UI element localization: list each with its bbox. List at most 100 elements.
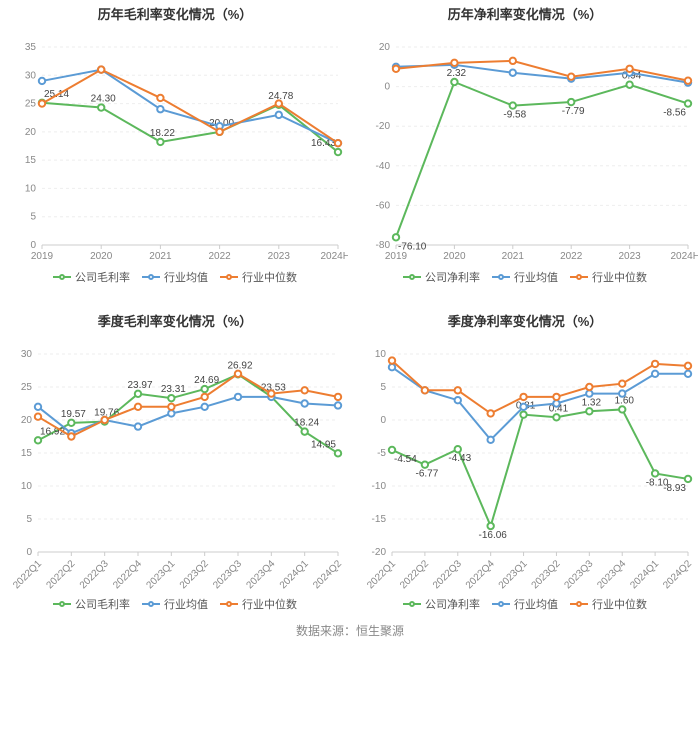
svg-text:5: 5 [380,382,386,393]
svg-text:2022Q4: 2022Q4 [111,558,144,591]
svg-text:2021: 2021 [502,251,525,262]
svg-text:2023Q1: 2023Q1 [145,558,178,591]
svg-text:-8.93: -8.93 [663,483,686,494]
svg-text:0: 0 [384,82,390,93]
svg-text:30: 30 [25,70,37,81]
svg-text:20: 20 [379,42,391,53]
chart-cell-tr: 历年净利率变化情况（%） -80-60-40-20020201920202021… [350,0,700,307]
svg-text:2022Q3: 2022Q3 [78,558,111,591]
svg-text:5: 5 [30,212,36,223]
svg-text:24.30: 24.30 [91,94,116,105]
svg-text:2024Q2: 2024Q2 [311,558,344,591]
svg-text:-9.58: -9.58 [503,110,526,121]
legend-item: 公司毛利率 [53,596,130,612]
svg-text:-7.79: -7.79 [562,106,585,117]
svg-text:-76.10: -76.10 [398,241,427,252]
legend-label: 行业中位数 [242,269,297,285]
svg-text:0: 0 [380,415,386,426]
svg-text:2024Q2: 2024Q2 [661,558,694,591]
chart-cell-br: 季度净利率变化情况（%） -20-15-10-505102022Q12022Q2… [350,307,700,614]
svg-text:2024H1: 2024H1 [320,251,348,262]
svg-text:-40: -40 [376,161,391,172]
svg-text:2019: 2019 [31,251,54,262]
svg-text:25: 25 [25,99,37,110]
svg-text:5: 5 [26,514,32,525]
legend-item: 行业中位数 [570,269,647,285]
svg-text:23.31: 23.31 [161,384,186,395]
svg-text:2022Q4: 2022Q4 [464,558,497,591]
svg-text:2019: 2019 [385,251,408,262]
legend-item: 行业中位数 [220,269,297,285]
svg-text:2022Q1: 2022Q1 [11,558,44,591]
legend-item: 行业均值 [492,596,558,612]
svg-text:2023Q4: 2023Q4 [595,558,628,591]
svg-text:-80: -80 [376,240,391,251]
svg-text:-5: -5 [377,448,386,459]
chart-cell-tl: 历年毛利率变化情况（%） 051015202530352019202020212… [0,0,350,307]
legend-item: 公司净利率 [403,269,480,285]
svg-text:-16.06: -16.06 [478,530,507,541]
legend-item: 行业中位数 [570,596,647,612]
svg-text:25: 25 [21,382,33,393]
svg-text:18.22: 18.22 [150,128,175,139]
svg-text:15: 15 [21,448,33,459]
legend-item: 公司毛利率 [53,269,130,285]
svg-text:2.32: 2.32 [447,68,467,79]
chart-plot-br: -20-15-10-505102022Q12022Q22022Q32022Q42… [352,334,698,594]
svg-text:10: 10 [21,481,33,492]
svg-text:2023Q3: 2023Q3 [563,558,596,591]
svg-text:0: 0 [30,240,36,251]
svg-text:-8.56: -8.56 [663,108,686,119]
legend-tr: 公司净利率 行业均值 行业中位数 [352,269,698,285]
legend-bl: 公司毛利率 行业均值 行业中位数 [2,596,348,612]
svg-text:24.69: 24.69 [194,375,219,386]
legend-item: 行业均值 [142,269,208,285]
svg-text:-4.43: -4.43 [448,453,471,464]
svg-text:-20: -20 [372,547,387,558]
svg-text:35: 35 [25,42,37,53]
svg-text:-15: -15 [372,514,387,525]
legend-label: 行业中位数 [242,596,297,612]
svg-text:1.32: 1.32 [582,397,602,408]
legend-item: 行业均值 [142,596,208,612]
chart-plot-bl: 0510152025302022Q12022Q22022Q32022Q42023… [2,334,348,594]
svg-text:0: 0 [26,547,32,558]
svg-text:20: 20 [25,127,37,138]
svg-text:10: 10 [375,349,387,360]
svg-text:20: 20 [21,415,33,426]
svg-text:-4.54: -4.54 [394,454,417,465]
svg-text:18.24: 18.24 [294,418,319,429]
legend-item: 行业均值 [492,269,558,285]
legend-label: 行业中位数 [592,269,647,285]
charts-grid: 历年毛利率变化情况（%） 051015202530352019202020212… [0,0,700,649]
legend-br: 公司净利率 行业均值行业中位数 [352,596,698,612]
data-source-footer: 数据来源：恒生聚源 [0,614,700,649]
svg-text:2023Q2: 2023Q2 [178,558,211,591]
legend-tl: 公司毛利率 行业均值 行业中位数 [2,269,348,285]
svg-text:23.97: 23.97 [127,380,152,391]
chart-plot-tr: -80-60-40-20020201920202021202220232024H… [352,27,698,267]
legend-label: 公司毛利率 [75,269,130,285]
legend-item: 公司净利率 [403,596,480,612]
svg-text:2023Q4: 2023Q4 [245,558,278,591]
chart-title-br: 季度净利率变化情况（%） [352,311,698,330]
legend-label: 公司毛利率 [75,596,130,612]
svg-text:2024Q1: 2024Q1 [278,558,311,591]
svg-text:2023Q2: 2023Q2 [530,558,563,591]
chart-title-tl: 历年毛利率变化情况（%） [2,4,348,23]
chart-plot-tl: 05101520253035201920202021202220232024H1… [2,27,348,267]
svg-text:2023Q1: 2023Q1 [497,558,530,591]
svg-text:2024Q1: 2024Q1 [628,558,661,591]
svg-text:2022Q1: 2022Q1 [365,558,398,591]
legend-label: 行业均值 [514,596,558,612]
chart-title-tr: 历年净利率变化情况（%） [352,4,698,23]
svg-text:-60: -60 [376,200,391,211]
legend-label: 行业均值 [164,269,208,285]
chart-cell-bl: 季度毛利率变化情况（%） 0510152025302022Q12022Q2202… [0,307,350,614]
svg-text:30: 30 [21,349,33,360]
legend-label: 行业均值 [164,596,208,612]
svg-text:2020: 2020 [443,251,466,262]
legend-label: 行业均值 [514,269,558,285]
svg-text:19.57: 19.57 [61,409,86,420]
svg-text:2024H1: 2024H1 [670,251,698,262]
